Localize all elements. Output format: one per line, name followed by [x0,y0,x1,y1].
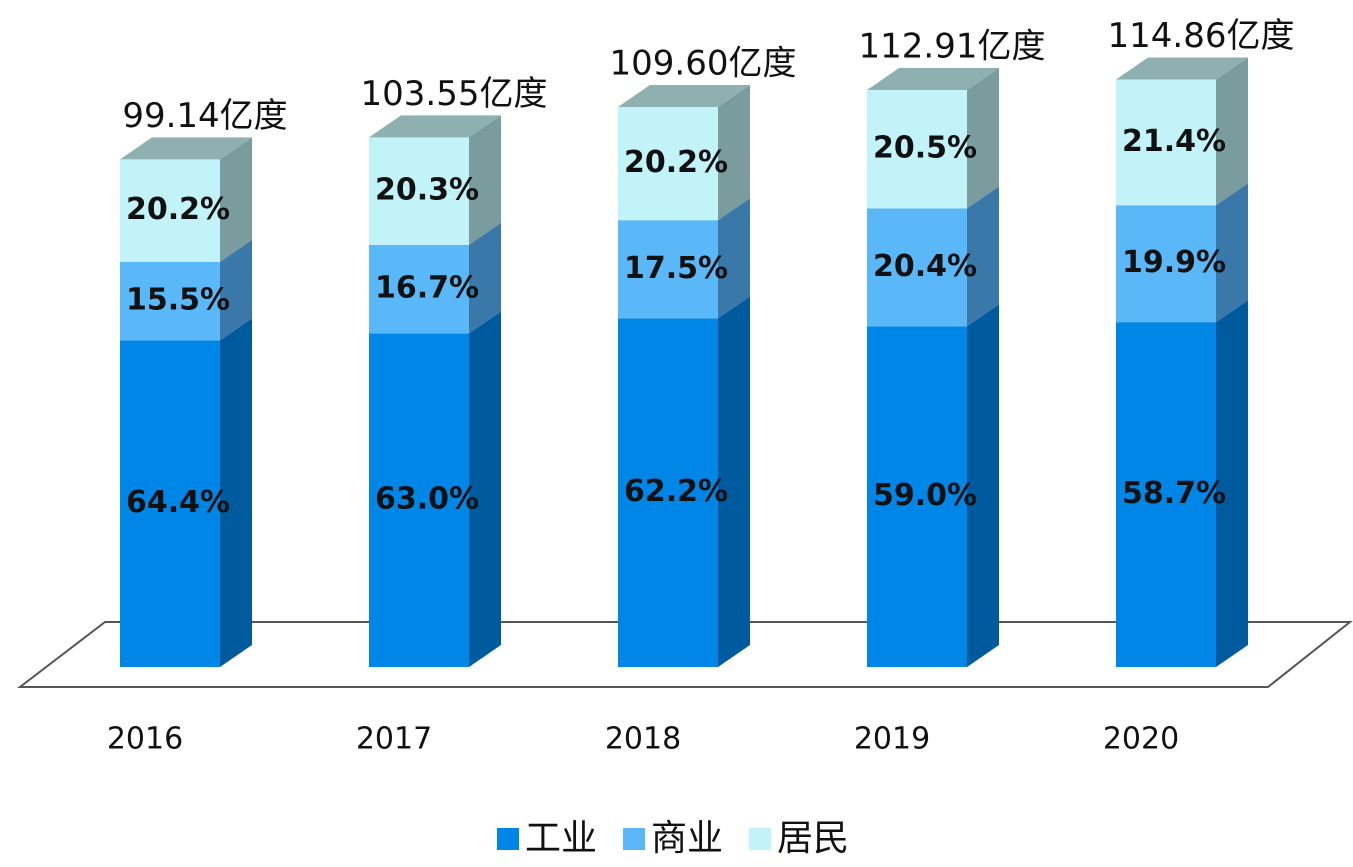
bar-top [618,84,750,107]
segment-label: 63.0% [375,482,479,517]
bar-side [1216,183,1248,323]
segment-label: 19.9% [1122,245,1226,280]
bar-side [1216,57,1248,206]
total-label: 109.60亿度 [610,43,797,83]
bar-side [967,304,999,667]
bar-top [369,115,501,138]
x-tick-label: 2020 [1103,722,1179,757]
bar-segment [120,159,220,262]
bar-side [220,239,252,341]
legend-swatch [623,828,646,850]
bar-side [718,84,750,221]
total-label: 103.55亿度 [361,74,548,114]
bar-segment [1116,79,1216,206]
segment-label: 20.4% [873,249,977,284]
bar-segment [618,106,718,221]
floor [17,621,1353,688]
bar-side [967,68,999,209]
segment-label: 59.0% [873,478,977,513]
bar-segment [369,333,469,667]
bar-segment [120,340,220,667]
legend-label: 商业 [651,818,723,859]
bar-side [718,198,750,319]
bar-top [120,137,252,160]
segment-label: 20.5% [873,131,977,166]
bar-side [1216,300,1248,667]
total-label: 114.86亿度 [1108,16,1295,56]
total-label: 99.14亿度 [122,96,287,136]
x-tick-label: 2016 [107,722,183,757]
segment-label: 20.2% [624,145,728,180]
bar-segment [369,137,469,245]
bar-segment [1116,205,1216,323]
bar-top [1116,57,1248,80]
bar-segment [867,90,967,209]
segment-label: 15.5% [126,283,230,318]
bar-segment [369,244,469,334]
bar-top [867,68,999,91]
legend-label: 居民 [777,818,849,859]
x-tick-label: 2017 [356,722,432,757]
bar-side [967,186,999,327]
segment-label: 20.2% [126,192,230,227]
bar-side [469,222,501,334]
bar-segment [867,208,967,327]
segment-label: 64.4% [126,485,230,520]
legend-swatch [497,828,519,850]
segment-label: 62.2% [624,474,728,509]
bar-segment [618,220,718,319]
bar-side [718,296,750,667]
segment-label: 58.7% [1122,476,1226,511]
segment-label: 17.5% [624,251,728,286]
bar-segment [1116,322,1216,667]
legend-label: 工业 [525,818,597,859]
bar-segment [618,318,718,667]
bar-side [220,137,252,262]
legend-swatch [749,828,772,850]
bar-segment [867,326,967,667]
bar-side [220,318,252,667]
bar-segment [120,261,220,341]
bar-side [469,115,501,245]
segment-label: 20.3% [375,173,479,208]
x-tick-label: 2018 [605,722,681,757]
bar-side [469,311,501,667]
segment-label: 16.7% [375,271,479,306]
x-tick-label: 2019 [854,722,930,757]
segment-label: 21.4% [1122,124,1226,159]
total-label: 112.91亿度 [859,27,1046,67]
